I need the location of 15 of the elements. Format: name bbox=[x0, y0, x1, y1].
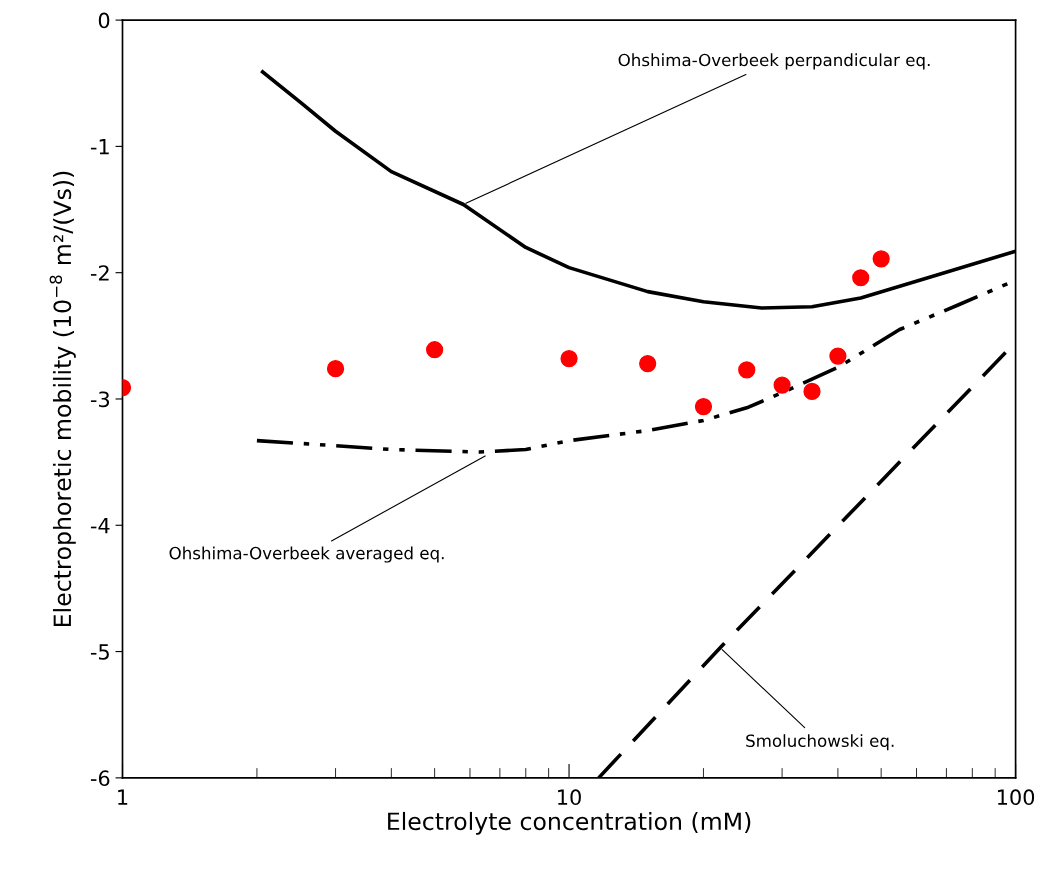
annotation: Ohshima-Overbeek perpandicular eq. bbox=[618, 53, 930, 70]
y-tick-label: 0 bbox=[98, 12, 110, 29]
y-tick-label: -5 bbox=[90, 644, 109, 660]
y-tick-label: -2 bbox=[90, 265, 109, 281]
y-axis-title: Electrophoretic mobility (10$^{−8}$ m²/(Vs)) bbox=[49, 171, 76, 627]
y-tick-label: -1 bbox=[90, 139, 109, 155]
x-axis-title: Electrolyte concentration (mM) bbox=[388, 811, 751, 835]
annotation: Ohshima-Overbeek averaged eq. bbox=[169, 546, 444, 563]
x-tick-label: 10 bbox=[558, 789, 581, 806]
annotation: Smoluchowski eq. bbox=[746, 734, 894, 751]
x-tick-label: 1 bbox=[118, 789, 128, 805]
x-tick-label: 100 bbox=[998, 789, 1035, 806]
y-tick-label: -6 bbox=[90, 770, 110, 787]
y-tick-label: -3 bbox=[90, 391, 110, 408]
y-tick-label: -4 bbox=[90, 518, 110, 534]
